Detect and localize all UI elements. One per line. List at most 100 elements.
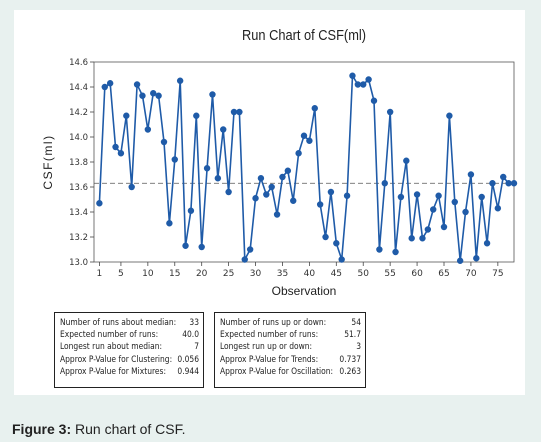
x-tick-label: 55 xyxy=(384,269,395,279)
stat-label: Number of runs up or down: xyxy=(220,317,327,327)
data-point xyxy=(171,156,178,163)
data-point xyxy=(316,201,324,208)
data-point xyxy=(257,175,265,182)
data-point xyxy=(220,126,227,133)
caption-text: Run chart of CSF. xyxy=(71,421,186,437)
stat-label: Approx P-Value for Clustering: xyxy=(60,353,173,364)
stat-value: 0.944 xyxy=(177,365,199,376)
data-point xyxy=(203,165,211,172)
x-tick-label: 15 xyxy=(169,269,180,279)
stat-row: Approx P-Value for Mixtures: 0.944 xyxy=(60,365,199,377)
data-point xyxy=(193,112,200,119)
stat-label: Expected number of runs: xyxy=(60,329,159,340)
data-point xyxy=(106,80,114,87)
stat-label: Expected number of runs: xyxy=(220,329,319,340)
data-point xyxy=(478,193,485,201)
x-tick-label: 45 xyxy=(331,269,342,279)
data-point xyxy=(435,192,442,199)
data-point xyxy=(230,108,238,116)
y-tick-label: 14.4 xyxy=(69,83,88,93)
x-tick-label: 35 xyxy=(277,269,288,279)
data-point xyxy=(123,112,130,119)
stat-value: 7 xyxy=(194,341,199,352)
data-point xyxy=(160,138,168,146)
data-point xyxy=(403,157,410,164)
stat-label: Number of runs about median: xyxy=(60,317,177,327)
data-point xyxy=(505,180,512,187)
data-point xyxy=(365,76,372,83)
data-point xyxy=(101,83,108,91)
data-point xyxy=(176,77,184,84)
data-point xyxy=(209,91,216,98)
y-axis-label: CSF(ml) xyxy=(41,134,55,189)
series-line xyxy=(98,73,514,263)
data-point xyxy=(133,81,141,88)
data-point xyxy=(381,180,388,187)
stat-value: 54 xyxy=(351,317,361,327)
stat-label: Approx P-Value for Oscillation: xyxy=(220,365,334,376)
x-axis-label: Observation xyxy=(272,284,337,298)
y-tick-label: 13.8 xyxy=(69,158,88,168)
caption-prefix: Figure 3: xyxy=(12,421,72,437)
stat-value: 33 xyxy=(189,317,199,327)
data-point xyxy=(311,105,318,112)
data-point xyxy=(451,198,458,206)
stat-label: Longest run about median: xyxy=(60,341,163,352)
data-point xyxy=(225,188,232,196)
data-point xyxy=(408,235,415,242)
data-point xyxy=(343,192,351,199)
data-point xyxy=(128,183,135,191)
data-point xyxy=(360,81,367,88)
plot-frame xyxy=(93,61,515,263)
y-tick-label: 14.0 xyxy=(69,133,88,143)
data-point xyxy=(246,246,254,253)
data-point xyxy=(500,173,507,181)
y-tick-label: 13.4 xyxy=(69,208,88,218)
data-point xyxy=(198,243,205,251)
data-point xyxy=(386,108,394,116)
chart-panel: Run Chart of CSF(ml) 13.0 13.2 13.4 13.6 13.8… xyxy=(14,10,525,395)
data-point xyxy=(155,92,162,99)
stat-value: 0.056 xyxy=(177,353,199,364)
x-tick-label: 25 xyxy=(223,269,234,279)
data-point xyxy=(467,171,475,178)
data-point xyxy=(279,173,286,181)
x-tick-label: 75 xyxy=(492,269,503,279)
data-point xyxy=(150,90,157,97)
data-point xyxy=(327,188,335,196)
data-point xyxy=(462,208,469,216)
stat-label: Approx P-Value for Mixtures: xyxy=(60,365,166,376)
stats-box-median: Number of runs about median: 33 Expected … xyxy=(54,312,204,388)
y-tick-label: 13.0 xyxy=(69,258,88,268)
data-point xyxy=(300,132,308,139)
stat-value: 0.737 xyxy=(339,353,361,364)
x-tick-label: 50 xyxy=(358,269,370,279)
data-point xyxy=(295,150,302,157)
data-point xyxy=(494,205,502,212)
data-point xyxy=(440,223,448,231)
x-tick-label: 40 xyxy=(304,269,316,279)
data-point xyxy=(273,211,281,218)
stat-value: 51.7 xyxy=(344,329,361,340)
y-tick-label: 13.2 xyxy=(69,233,88,243)
data-point xyxy=(139,92,146,99)
data-point xyxy=(349,72,356,79)
data-point xyxy=(263,191,270,198)
stats-box-updown: Number of runs up or down: 54 Expected nu… xyxy=(214,312,366,388)
data-point xyxy=(413,191,421,198)
data-point xyxy=(456,257,464,264)
data-point xyxy=(112,143,119,151)
data-point xyxy=(424,226,432,233)
stat-row: Expected number of runs: 51.7 xyxy=(220,328,361,340)
data-point xyxy=(166,220,173,227)
data-point xyxy=(354,81,362,88)
run-chart: Run Chart of CSF(ml) 13.0 13.2 13.4 13.6 13.8… xyxy=(41,27,518,298)
x-tick-label: 65 xyxy=(438,269,449,279)
data-point xyxy=(241,256,248,263)
stat-value: 3 xyxy=(356,341,361,352)
x-tick-label: 70 xyxy=(465,269,477,279)
data-point xyxy=(236,108,243,116)
data-point xyxy=(489,180,496,187)
data-point xyxy=(252,195,259,202)
data-point xyxy=(96,200,103,207)
